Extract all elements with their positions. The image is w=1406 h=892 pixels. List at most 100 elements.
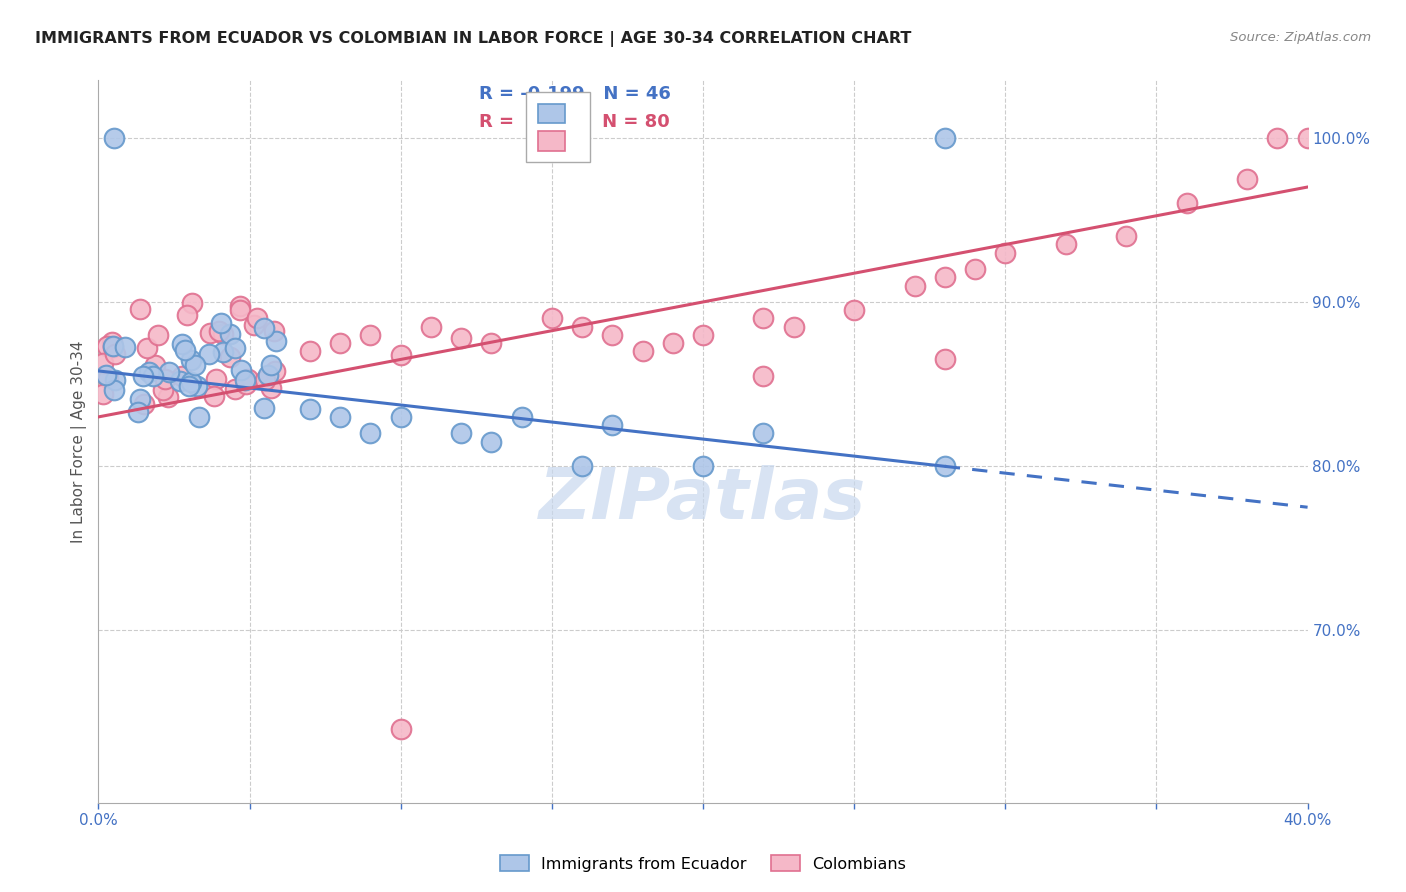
Point (229, 303, 252, 318)
Point (224, 382, 246, 396)
Point (752, 311, 775, 326)
Point (104, 373, 127, 387)
Text: Source: ZipAtlas.com: Source: ZipAtlas.com (1230, 31, 1371, 45)
Point (177, 379, 200, 393)
Point (264, 334, 287, 348)
Point (188, 409, 211, 424)
Point (510, 409, 533, 424)
Point (172, 368, 194, 383)
Point (389, 722, 412, 736)
Point (173, 343, 195, 357)
Point (602, 418, 624, 433)
Point (844, 303, 866, 318)
Point (101, 335, 124, 350)
Point (138, 365, 160, 379)
Point (256, 368, 278, 383)
Point (97, 371, 120, 385)
Point (252, 401, 274, 415)
Point (752, 426, 775, 441)
Point (152, 383, 174, 397)
Point (127, 405, 149, 419)
Point (389, 409, 412, 424)
Point (224, 341, 246, 355)
Point (253, 320, 276, 334)
Point (360, 426, 382, 441)
Point (219, 350, 242, 364)
Point (450, 426, 472, 441)
Point (202, 389, 225, 403)
Point (209, 316, 232, 330)
Point (692, 327, 714, 342)
Point (631, 344, 654, 359)
Text: IMMIGRANTS FROM ECUADOR VS COLOMBIAN IN LABOR FORCE | AGE 30-34 CORRELATION CHAR: IMMIGRANTS FROM ECUADOR VS COLOMBIAN IN … (35, 31, 911, 47)
Point (169, 374, 191, 388)
Point (450, 331, 472, 345)
Point (389, 347, 412, 361)
Y-axis label: In Labor Force | Age 30-34: In Labor Force | Age 30-34 (72, 340, 87, 543)
Point (155, 372, 177, 386)
Point (299, 344, 322, 359)
Point (965, 262, 987, 277)
Point (184, 358, 207, 372)
Point (101, 340, 124, 354)
Point (229, 363, 252, 377)
Point (571, 319, 593, 334)
Point (238, 371, 260, 385)
Point (246, 311, 269, 326)
Point (180, 353, 202, 368)
Point (96, 339, 118, 353)
Point (229, 300, 252, 314)
Point (180, 375, 202, 389)
Point (1054, 237, 1077, 252)
Point (91, 386, 114, 401)
Point (148, 327, 170, 342)
Point (263, 324, 285, 338)
Point (132, 397, 155, 411)
Point (156, 390, 179, 404)
Point (129, 302, 152, 317)
Point (571, 459, 593, 474)
Point (91, 355, 114, 369)
Point (235, 377, 257, 392)
Point (752, 368, 775, 383)
Text: R = -0.199   N = 46: R = -0.199 N = 46 (479, 85, 671, 103)
Legend: Immigrants from Ecuador, Colombians: Immigrants from Ecuador, Colombians (492, 847, 914, 880)
Point (1236, 171, 1258, 186)
Point (198, 326, 221, 340)
Point (329, 336, 352, 351)
Point (481, 336, 503, 351)
Point (103, 130, 125, 145)
Point (233, 373, 256, 387)
Point (103, 383, 125, 397)
Point (136, 341, 159, 355)
Point (783, 319, 806, 334)
Point (104, 347, 127, 361)
Text: ZIPatlas: ZIPatlas (540, 465, 866, 533)
Point (94, 368, 117, 382)
Point (260, 381, 283, 395)
Point (934, 270, 956, 285)
Point (211, 345, 233, 359)
Point (211, 326, 233, 341)
Point (103, 339, 125, 353)
Point (1296, 130, 1319, 145)
Point (329, 409, 352, 424)
Point (143, 358, 166, 372)
Point (934, 459, 956, 474)
Point (186, 379, 208, 393)
Point (181, 296, 204, 310)
Point (264, 364, 287, 378)
Point (934, 130, 956, 145)
Point (207, 324, 229, 338)
Point (994, 245, 1017, 260)
Point (172, 337, 194, 351)
Text: R =  0.413   N = 80: R = 0.413 N = 80 (479, 112, 671, 130)
Point (661, 336, 683, 351)
Point (260, 359, 283, 373)
Point (197, 347, 219, 361)
Point (1115, 229, 1137, 244)
Point (1267, 130, 1289, 145)
Point (1175, 196, 1198, 211)
Point (254, 373, 277, 387)
Point (157, 365, 180, 379)
